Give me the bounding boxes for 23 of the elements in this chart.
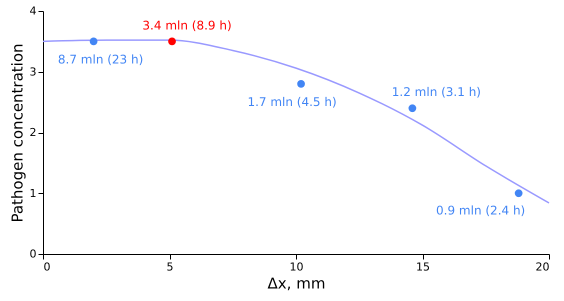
point	[297, 80, 305, 88]
line-series	[42, 39, 550, 204]
point	[408, 104, 416, 112]
data-label: 8.7 mln (23 h)	[58, 52, 144, 66]
data-label: 1.7 mln (4.5 h)	[247, 94, 337, 109]
point	[168, 38, 176, 46]
y-axis-title: Pathogen concentration	[8, 43, 26, 223]
x-tick-label: 5	[166, 260, 174, 274]
y-tick-label: 3	[30, 65, 36, 78]
y-tick-label: 4	[30, 4, 36, 18]
point	[514, 189, 523, 198]
data-label: 1.2 mln (3.1 h)	[392, 85, 481, 100]
x-tick-label: 15	[416, 260, 430, 274]
data-label: 3.4 mln (8.9 h)	[142, 18, 232, 32]
y-tick-label: 0	[30, 248, 36, 260]
point	[90, 38, 98, 46]
data-label: 0.9 mln (2.4 h)	[436, 203, 526, 218]
x-axis-title: Δx, mm	[268, 274, 326, 292]
x-tick-label: 10	[290, 260, 304, 274]
y-tick-label: 2	[30, 126, 36, 139]
x-tick-label: 20	[536, 260, 550, 274]
y-tick-label: 1	[30, 186, 36, 200]
x-tick-label: 0	[44, 260, 50, 274]
